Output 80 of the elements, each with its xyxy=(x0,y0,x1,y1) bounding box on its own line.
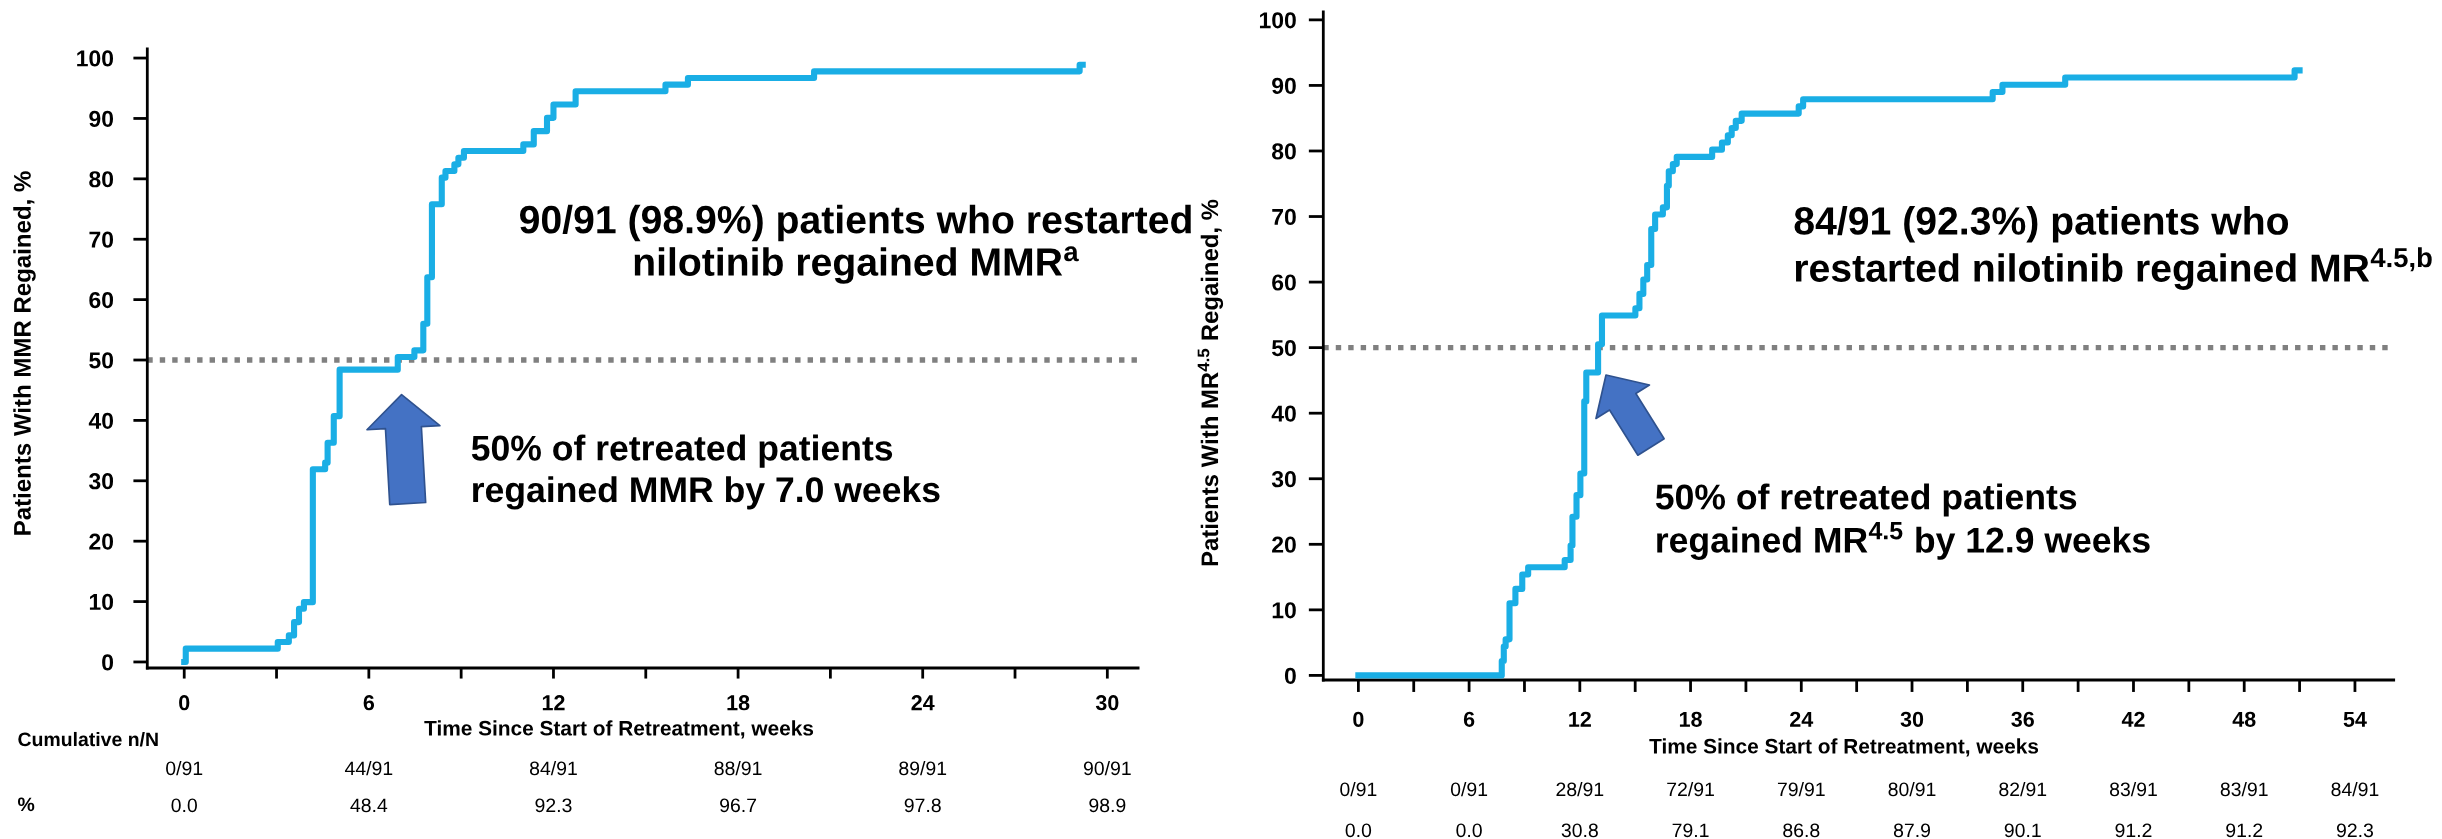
text: 84/91 xyxy=(2331,781,2379,797)
text: 0.0 xyxy=(1456,823,1482,838)
text: 87.9 xyxy=(1893,823,1931,838)
text: 0/91 xyxy=(166,760,203,776)
y-tick-label: 0 xyxy=(1284,667,1296,684)
x-tick-label: 0 xyxy=(1353,711,1364,727)
text: 0/91 xyxy=(1340,781,1377,797)
text: 0.0 xyxy=(1345,823,1372,838)
x-tick-label: 30 xyxy=(1095,695,1119,711)
text: 92.3 xyxy=(535,798,572,813)
annotation: 84/91 (92.3%) patients who restarted nilotinib regained MR$^{4.5,b}$ xyxy=(1794,206,2432,290)
text: 48.4 xyxy=(350,798,388,813)
text: 0.0 xyxy=(171,798,197,813)
text: 91.2 xyxy=(2226,823,2263,838)
y-tick-label: 40 xyxy=(1271,405,1296,422)
y-tick-label: 30 xyxy=(89,473,114,490)
text: 84/91 xyxy=(529,760,577,776)
y-tick-label: 50 xyxy=(89,352,114,369)
text: 88/91 xyxy=(714,760,762,776)
x-tick-label: 24 xyxy=(911,695,935,711)
y-tick-label: 90 xyxy=(1272,77,1296,94)
text: 83/91 xyxy=(2110,781,2157,797)
x-tick-label: 6 xyxy=(1463,711,1475,727)
text: 79.1 xyxy=(1672,823,1709,838)
x-tick-label: 24 xyxy=(1790,711,1814,727)
text: 80/91 xyxy=(1888,781,1936,797)
y-axis-title: Patients With MMR Regained, % xyxy=(13,171,36,535)
x-tick-label: 12 xyxy=(1569,711,1591,727)
text: 30.8 xyxy=(1561,823,1598,838)
text: Cumulative n/N xyxy=(18,731,158,747)
y-tick-label: 20 xyxy=(1272,536,1296,553)
annotation: 50% of retreated patients regained MMR by 7.0 weeks xyxy=(471,434,940,510)
annotation: 50% of retreated patients regained MR$^{4.5}$ by 12.9 weeks xyxy=(1655,483,2150,560)
y-tick-label: 0 xyxy=(102,654,114,671)
text: 91.2 xyxy=(2115,823,2152,838)
text: 98.9 xyxy=(1089,798,1126,813)
text: 92.3 xyxy=(2336,823,2374,838)
text: 44/91 xyxy=(344,760,393,776)
y-tick-label: 60 xyxy=(1272,274,1296,291)
x-tick-label: 36 xyxy=(2011,711,2034,727)
y-tick-label: 10 xyxy=(89,593,114,611)
y-tick-label: 80 xyxy=(89,171,114,188)
y-tick-label: 70 xyxy=(89,231,114,248)
text: 82/91 xyxy=(1999,781,2047,797)
y-tick-label: 80 xyxy=(1272,143,1296,160)
y-tick-label: 20 xyxy=(89,533,114,550)
text: % xyxy=(17,797,35,812)
y-tick-label: 70 xyxy=(1272,208,1296,226)
x-axis-title: Time Since Start of Retreatment, weeks xyxy=(424,720,814,739)
text: 89/91 xyxy=(899,760,947,776)
x-tick-label: 18 xyxy=(727,695,750,711)
x-tick-label: 42 xyxy=(2121,711,2145,727)
x-tick-label: 18 xyxy=(1679,711,1702,727)
text: 96.7 xyxy=(720,798,757,813)
text: 28/91 xyxy=(1556,781,1604,797)
y-tick-label: 100 xyxy=(77,50,114,67)
y-tick-label: 50 xyxy=(1271,339,1296,357)
x-tick-label: 54 xyxy=(2343,711,2367,727)
x-tick-label: 12 xyxy=(542,695,565,711)
text: 86.8 xyxy=(1783,823,1820,838)
y-tick-label: 40 xyxy=(88,412,114,429)
y-tick-label: 60 xyxy=(89,291,114,309)
y-tick-label: 100 xyxy=(1259,12,1296,29)
text: 0/91 xyxy=(1450,781,1488,797)
x-tick-label: 30 xyxy=(1900,711,1924,727)
x-axis-title: Time Since Start of Retreatment, weeks xyxy=(1649,738,2039,757)
x-tick-label: 0 xyxy=(179,695,190,711)
text: 72/91 xyxy=(1667,781,1714,797)
y-tick-label: 30 xyxy=(1271,471,1296,488)
y-tick-label: 90 xyxy=(89,110,114,127)
text: 79/91 xyxy=(1777,781,1825,797)
text: 97.8 xyxy=(904,798,941,813)
x-tick-label: 48 xyxy=(2232,711,2256,727)
x-tick-label: 6 xyxy=(363,695,375,711)
y-tick-label: 10 xyxy=(1272,602,1296,619)
text: 83/91 xyxy=(2220,781,2268,797)
annotation: 90/91 (98.9%) patients who restarted nilotinib regained MMR$^{a}$ xyxy=(519,204,1191,284)
text: 90/91 xyxy=(1083,760,1131,776)
y-axis-title: Patients With MR$^{4.5}$ Regained, % xyxy=(1197,199,1224,566)
text: 90.1 xyxy=(2004,823,2041,838)
